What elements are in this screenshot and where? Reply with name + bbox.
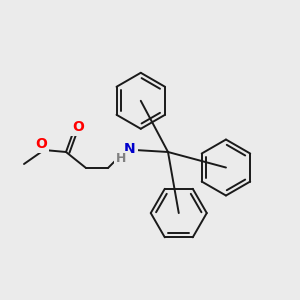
Text: O: O: [72, 120, 84, 134]
Text: N: N: [124, 142, 136, 156]
Text: H: H: [116, 152, 126, 166]
Text: O: O: [35, 137, 47, 151]
